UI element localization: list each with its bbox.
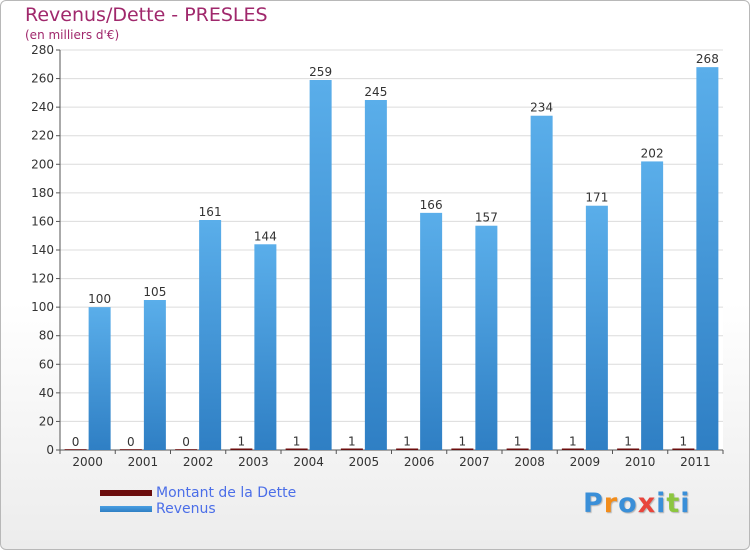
logo-letter: P [583, 488, 604, 519]
bar-revenus [696, 67, 719, 451]
x-tick-label: 2002 [183, 455, 214, 469]
bar-revenus [309, 80, 332, 450]
x-tick-label: 2006 [404, 455, 435, 469]
data-label-revenus: 268 [696, 52, 719, 66]
bar-revenus [585, 205, 608, 450]
data-label-revenus: 105 [143, 285, 166, 299]
x-tick-label: 2005 [349, 455, 380, 469]
data-label-revenus: 202 [641, 146, 664, 160]
bar-revenus [530, 115, 553, 450]
bar-revenus [364, 100, 387, 450]
y-tick-label: 180 [31, 186, 54, 200]
x-tick-label: 2009 [570, 455, 601, 469]
x-tick-label: 2004 [293, 455, 324, 469]
data-label-revenus: 161 [199, 205, 222, 219]
y-tick-label: 60 [39, 357, 54, 371]
bar-dette [230, 448, 253, 450]
data-label-dette: 1 [680, 435, 688, 449]
y-tick-label: 280 [31, 43, 54, 57]
bar-revenus [88, 307, 111, 450]
bar-dette [175, 449, 198, 450]
y-tick-label: 40 [39, 386, 54, 400]
data-label-dette: 1 [293, 435, 301, 449]
y-tick-label: 220 [31, 129, 54, 143]
y-tick-label: 100 [31, 300, 54, 314]
data-label-dette: 1 [514, 435, 522, 449]
data-label-dette: 1 [403, 435, 411, 449]
x-tick-label: 2008 [514, 455, 545, 469]
y-tick-label: 120 [31, 272, 54, 286]
y-tick-label: 240 [31, 100, 54, 114]
axes: 0204060801001201401601802002202402602802… [31, 43, 724, 469]
bar-revenus [641, 161, 664, 450]
legend-swatch-dette [100, 490, 152, 496]
bar-dette [64, 449, 87, 450]
legend-label-revenus: Revenus [156, 501, 216, 517]
data-label-dette: 1 [459, 435, 467, 449]
data-label-revenus: 166 [420, 198, 443, 212]
y-tick-label: 200 [31, 157, 54, 171]
y-tick-label: 20 [39, 414, 54, 428]
bar-dette [340, 448, 363, 450]
chart-title: Revenus/Dette - PRESLES [25, 4, 268, 26]
bar-revenus [143, 300, 166, 450]
bar-dette [506, 448, 529, 450]
y-tick-label: 160 [31, 214, 54, 228]
y-tick-label: 260 [31, 72, 54, 86]
bar-revenus [254, 244, 277, 450]
data-label-dette: 0 [182, 435, 190, 449]
logo-letter: i [656, 488, 667, 519]
bar-dette [451, 448, 474, 450]
bar-dette [617, 448, 640, 450]
logo-letter: x [637, 488, 657, 519]
proxiti-logo: Proxiti [583, 488, 691, 519]
x-tick-label: 2011 [680, 455, 711, 469]
x-tick-label: 2010 [625, 455, 656, 469]
data-label-revenus: 245 [364, 85, 387, 99]
data-label-dette: 1 [348, 435, 356, 449]
logo-letter: o [618, 488, 638, 519]
data-label-dette: 0 [72, 435, 80, 449]
logo-letter: i [680, 488, 691, 519]
logo-letter: r [603, 488, 619, 519]
legend-label-dette: Montant de la Dette [156, 485, 297, 501]
y-tick-label: 80 [39, 329, 54, 343]
logo-letter: t [666, 488, 681, 519]
data-label-revenus: 157 [475, 211, 498, 225]
x-tick-label: 2003 [238, 455, 269, 469]
bar-revenus [475, 225, 498, 450]
data-label-revenus: 100 [88, 292, 111, 306]
legend-swatch-revenus [100, 506, 152, 512]
y-tick-label: 140 [31, 243, 54, 257]
x-tick-label: 2001 [128, 455, 159, 469]
data-labels: 0 100 0 105 0 161 1 144 1 259 1 245 1 166 1 157 1 234 1 171… [72, 52, 719, 449]
bar-dette [285, 448, 308, 450]
bar-dette [561, 448, 584, 450]
data-label-dette: 0 [127, 435, 135, 449]
gridlines [60, 49, 723, 450]
data-label-dette: 1 [624, 435, 632, 449]
bar-dette [396, 448, 419, 450]
x-tick-label: 2007 [459, 455, 490, 469]
x-tick-label: 2000 [72, 455, 103, 469]
data-label-revenus: 259 [309, 65, 332, 79]
bar-dette [672, 448, 695, 450]
bar-dette [119, 449, 142, 450]
chart-subtitle: (en milliers d'€) [25, 28, 120, 42]
bars [64, 67, 719, 451]
data-label-dette: 1 [569, 435, 577, 449]
data-label-revenus: 234 [530, 101, 553, 115]
data-label-dette: 1 [238, 435, 246, 449]
bar-revenus [420, 212, 443, 450]
data-label-revenus: 171 [585, 191, 608, 205]
data-label-revenus: 144 [254, 229, 277, 243]
bar-revenus [199, 220, 222, 450]
y-tick-label: 0 [46, 443, 54, 457]
